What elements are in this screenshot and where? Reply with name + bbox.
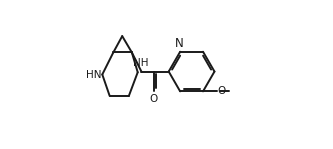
Text: O: O [150,94,158,104]
Text: O: O [217,86,225,96]
Text: HN: HN [86,69,101,80]
Text: NH: NH [133,58,149,68]
Text: N: N [175,37,184,50]
